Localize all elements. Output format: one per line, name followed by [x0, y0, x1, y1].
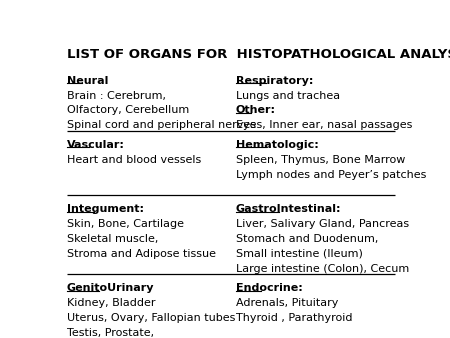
Text: Lymph nodes and Peyer’s patches: Lymph nodes and Peyer’s patches — [236, 170, 426, 180]
Text: Integument:: Integument: — [67, 204, 144, 214]
Text: Other:: Other: — [236, 105, 276, 115]
Text: Adrenals, Pituitary: Adrenals, Pituitary — [236, 298, 338, 308]
Text: Skin, Bone, Cartilage: Skin, Bone, Cartilage — [67, 219, 184, 229]
Text: LIST OF ORGANS FOR  HISTOPATHOLOGICAL ANALYSIS:: LIST OF ORGANS FOR HISTOPATHOLOGICAL ANA… — [67, 48, 450, 62]
Text: Heart and blood vessels: Heart and blood vessels — [67, 155, 201, 165]
Text: Lungs and trachea: Lungs and trachea — [236, 91, 340, 100]
Text: Kidney, Bladder: Kidney, Bladder — [67, 298, 155, 308]
Text: Skeletal muscle,: Skeletal muscle, — [67, 234, 158, 244]
Text: Eyes, Inner ear, nasal passages: Eyes, Inner ear, nasal passages — [236, 120, 412, 130]
Text: GenitoUrinary: GenitoUrinary — [67, 283, 154, 293]
Text: Spinal cord and peripheral nerves: Spinal cord and peripheral nerves — [67, 120, 256, 130]
Text: Hematologic:: Hematologic: — [236, 140, 319, 150]
Text: Spleen, Thymus, Bone Marrow: Spleen, Thymus, Bone Marrow — [236, 155, 405, 165]
Text: Thyroid , Parathyroid: Thyroid , Parathyroid — [236, 313, 352, 323]
Text: Stroma and Adipose tissue: Stroma and Adipose tissue — [67, 249, 216, 259]
Text: Uterus, Ovary, Fallopian tubes: Uterus, Ovary, Fallopian tubes — [67, 313, 235, 323]
Text: Liver, Salivary Gland, Pancreas: Liver, Salivary Gland, Pancreas — [236, 219, 409, 229]
Text: Brain : Cerebrum,: Brain : Cerebrum, — [67, 91, 166, 100]
Text: Endocrine:: Endocrine: — [236, 283, 302, 293]
Text: Olfactory, Cerebellum: Olfactory, Cerebellum — [67, 105, 189, 115]
Text: GastroIntestinal:: GastroIntestinal: — [236, 204, 342, 214]
Text: Vascular:: Vascular: — [67, 140, 125, 150]
Text: Small intestine (Ileum): Small intestine (Ileum) — [236, 249, 363, 259]
Text: Stomach and Duodenum,: Stomach and Duodenum, — [236, 234, 378, 244]
Text: Respiratory:: Respiratory: — [236, 76, 313, 86]
Text: Testis, Prostate,: Testis, Prostate, — [67, 328, 154, 338]
Text: Neural: Neural — [67, 76, 108, 86]
Text: Large intestine (Colon), Cecum: Large intestine (Colon), Cecum — [236, 264, 409, 273]
